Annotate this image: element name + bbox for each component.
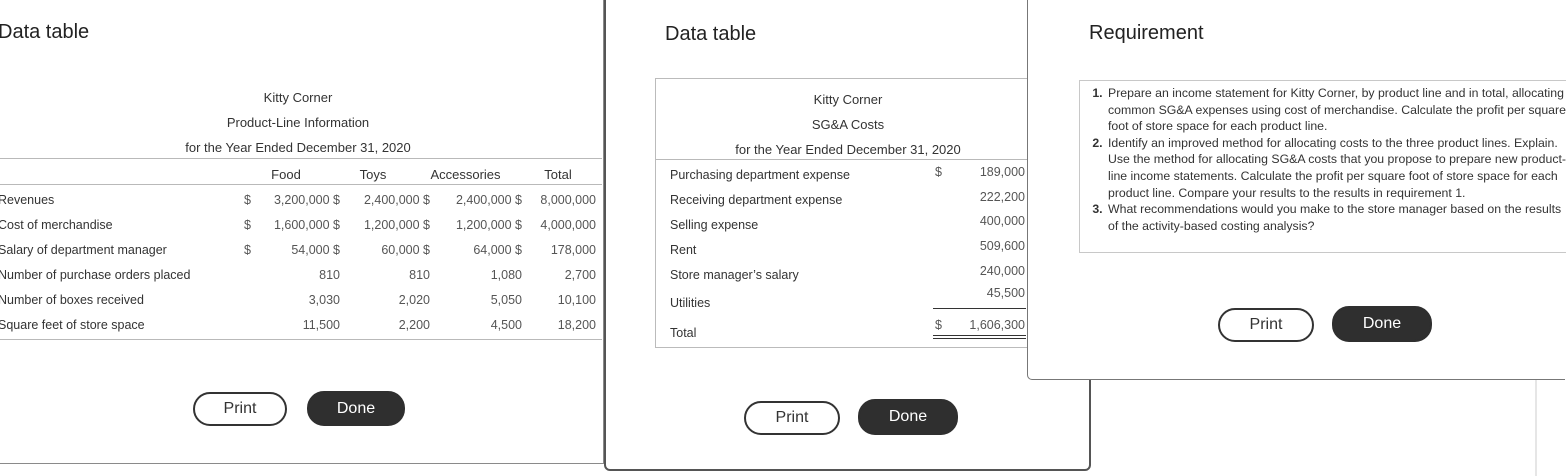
row-value: 509,600 — [979, 239, 1025, 253]
row-dollar-sign: $ — [244, 218, 251, 232]
subtotal-underline — [933, 308, 1026, 309]
dialog-title: Requirement — [1089, 22, 1204, 44]
row-label: Receiving department expense — [670, 193, 843, 207]
print-button[interactable]: Print — [744, 401, 840, 435]
requirement-dialog: Requirement Prepare an income statement … — [1027, 0, 1566, 380]
column-header-accessories: Accessories — [430, 167, 501, 182]
row-label: Purchasing department expense — [670, 168, 850, 182]
row-label: Utilities — [670, 296, 711, 310]
row-label: Cost of merchandise — [0, 218, 113, 232]
header-divider — [656, 159, 1036, 160]
requirement-list: Prepare an income statement for Kitty Co… — [1080, 85, 1566, 234]
table-cell: 1,600,000 $ — [273, 218, 340, 232]
table-cell: 5,050 — [490, 293, 522, 307]
print-button[interactable]: Print — [193, 392, 287, 426]
table-cell: 18,200 — [557, 318, 596, 332]
table-cell: 3,030 — [308, 293, 340, 307]
product-line-data-table-dialog: Data table Kitty Corner Product-Line Inf… — [0, 0, 604, 464]
table-cell: 2,400,000 $ — [363, 193, 430, 207]
total-dollar-sign: $ — [935, 318, 942, 332]
requirement-item-3: What recommendations would you make to t… — [1106, 201, 1566, 234]
row-dollar-sign: $ — [244, 243, 251, 257]
table-cell: 4,500 — [490, 318, 522, 332]
row-value: 189,000 — [979, 165, 1025, 179]
requirements-box: Prepare an income statement for Kitty Co… — [1079, 80, 1566, 253]
total-double-underline-1 — [933, 335, 1026, 336]
table-cell: 10,100 — [557, 293, 596, 307]
table-cell: 1,080 — [490, 268, 522, 282]
row-label: Selling expense — [670, 218, 759, 232]
dialog-title: Data table — [0, 21, 90, 43]
row-label: Number of boxes received — [0, 293, 144, 307]
row-label: Number of purchase orders placed — [0, 268, 191, 282]
column-header-total: Total — [544, 167, 572, 182]
table-period: for the Year Ended December 31, 2020 — [735, 142, 961, 157]
header-divider — [0, 158, 602, 159]
row-label: Store manager’s salary — [670, 268, 799, 282]
total-double-underline-2 — [933, 338, 1026, 339]
table-cell: 1,200,000 $ — [455, 218, 522, 232]
table-cell: 810 — [409, 268, 430, 282]
company-name: Kitty Corner — [263, 90, 333, 105]
requirement-item-2: Identify an improved method for allocati… — [1106, 135, 1566, 201]
table-bottom-divider — [0, 339, 602, 340]
row-value: 45,500 — [986, 286, 1025, 300]
column-header-divider — [0, 184, 602, 185]
table-cell: 3,200,000 $ — [273, 193, 340, 207]
table-cell: 64,000 $ — [473, 243, 522, 257]
table-subtitle: Product-Line Information — [226, 115, 370, 130]
row-value: 240,000 — [979, 264, 1025, 278]
table-cell: 8,000,000 — [540, 193, 596, 207]
background-scrollbar-track — [1535, 380, 1537, 476]
row-label: Square feet of store space — [0, 318, 145, 332]
total-value: 1,606,300 — [969, 318, 1025, 332]
column-header-food: Food — [271, 167, 301, 182]
dialog-title: Data table — [665, 23, 757, 45]
table-cell: 2,400,000 $ — [455, 193, 522, 207]
row-label: Rent — [670, 243, 697, 257]
row-label: Salary of department manager — [0, 243, 167, 257]
table-cell: 60,000 $ — [381, 243, 430, 257]
table-cell: 178,000 — [550, 243, 596, 257]
table-subtitle: SG&A Costs — [811, 117, 885, 132]
done-button[interactable]: Done — [307, 391, 405, 426]
row-label: Revenues — [0, 193, 55, 207]
table-cell: 4,000,000 — [540, 218, 596, 232]
table-cell: 2,200 — [398, 318, 430, 332]
table-cell: 810 — [319, 268, 340, 282]
column-header-toys: Toys — [359, 167, 387, 182]
total-label: Total — [670, 326, 697, 340]
company-name: Kitty Corner — [813, 92, 883, 107]
requirement-item-1: Prepare an income statement for Kitty Co… — [1106, 85, 1566, 135]
table-cell: 54,000 $ — [291, 243, 340, 257]
row-value: 222,200 — [979, 190, 1025, 204]
table-cell: 2,020 — [398, 293, 430, 307]
done-button[interactable]: Done — [858, 399, 958, 435]
row-dollar-sign: $ — [935, 165, 942, 179]
table-cell: 2,700 — [564, 268, 596, 282]
table-period: for the Year Ended December 31, 2020 — [185, 140, 411, 155]
sga-costs-data-table-dialog: Data table Kitty Corner SG&A Costs for t… — [604, 0, 1091, 471]
done-button[interactable]: Done — [1332, 306, 1432, 342]
row-value: 400,000 — [979, 214, 1025, 228]
sga-table-frame — [655, 78, 1035, 348]
row-dollar-sign: $ — [244, 193, 251, 207]
table-cell: 11,500 — [302, 318, 340, 332]
table-cell: 1,200,000 $ — [363, 218, 430, 232]
print-button[interactable]: Print — [1218, 308, 1314, 342]
